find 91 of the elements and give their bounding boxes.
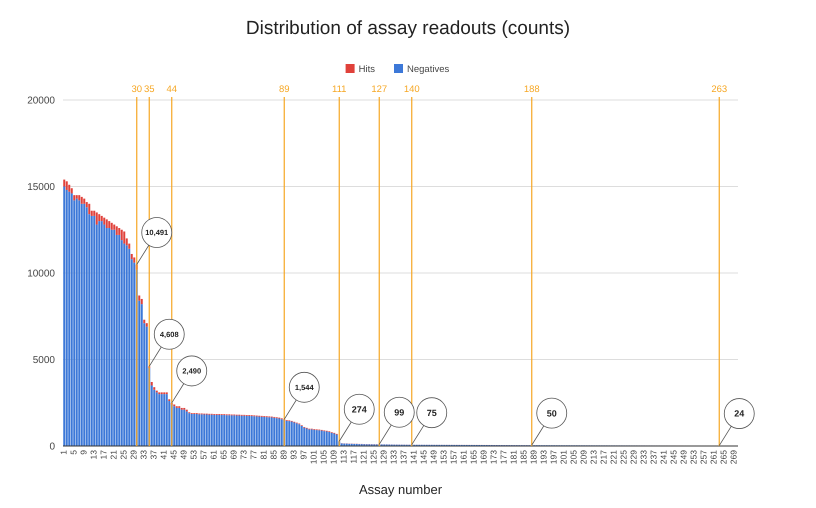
ref-line-label: 89	[278, 84, 290, 95]
legend-label: Negatives	[407, 64, 450, 75]
x-tick-label: 269	[728, 450, 738, 464]
y-tick-label: 10000	[27, 268, 56, 280]
x-axis-title: Assay number	[358, 482, 443, 497]
x-tick-label: 33	[138, 450, 148, 460]
x-tick-label: 97	[298, 450, 308, 460]
x-tick-label: 169	[478, 450, 488, 464]
y-tick-label: 15000	[27, 182, 56, 193]
x-tick-label: 81	[258, 450, 268, 460]
x-tick-label: 5	[68, 450, 78, 455]
x-tick-label: 57	[198, 450, 208, 460]
x-tick-label: 109	[328, 450, 338, 464]
x-tick-label: 245	[668, 450, 678, 464]
x-tick-label: 249	[678, 450, 688, 464]
x-tick-label: 29	[128, 450, 138, 460]
x-tick-label: 149	[428, 450, 438, 464]
x-tick-label: 21	[108, 450, 118, 460]
chart-title: Distribution of assay readouts (counts)	[246, 18, 570, 39]
ref-line-label: 111	[332, 84, 346, 95]
x-tick-label: 85	[268, 450, 278, 460]
x-tick-label: 73	[238, 450, 248, 460]
x-tick-label: 25	[118, 450, 128, 460]
x-tick-label: 181	[508, 450, 518, 464]
x-tick-label: 93	[288, 450, 298, 460]
x-tick-label: 253	[688, 450, 698, 464]
x-tick-label: 9	[78, 450, 88, 455]
x-tick-label: 153	[438, 450, 448, 464]
x-tick-label: 233	[638, 450, 648, 464]
x-tick-label: 213	[588, 450, 598, 464]
annotation: 50	[546, 408, 557, 418]
x-tick-label: 201	[558, 450, 568, 464]
ref-line-label: 127	[371, 84, 388, 95]
ref-line-label: 188	[524, 84, 540, 95]
x-tick-label: 69	[228, 450, 238, 460]
x-tick-label: 61	[208, 450, 218, 460]
x-tick-label: 257	[698, 450, 708, 464]
x-tick-label: 121	[358, 450, 368, 464]
x-tick-label: 217	[598, 450, 608, 464]
x-tick-label: 89	[278, 450, 288, 460]
ref-line-label: 263	[711, 84, 728, 95]
ref-line-label: 35	[144, 84, 155, 95]
x-tick-label: 117	[348, 450, 358, 464]
ref-line-label: 140	[404, 84, 420, 95]
x-tick-label: 237	[648, 450, 658, 464]
x-tick-label: 13	[88, 450, 98, 460]
x-tick-label: 177	[498, 450, 508, 464]
x-tick-label: 49	[178, 450, 188, 460]
x-tick-label: 65	[218, 450, 228, 460]
x-tick-label: 197	[548, 450, 558, 464]
x-tick-label: 17	[98, 450, 108, 460]
x-tick-label: 229	[628, 450, 638, 464]
x-tick-label: 157	[448, 450, 458, 464]
ref-line-label: 30	[131, 84, 142, 95]
x-tick-label: 133	[388, 450, 398, 464]
ref-line-label: 44	[166, 84, 178, 95]
annotation: 24	[734, 408, 744, 419]
x-tick-label: 185	[518, 450, 528, 464]
x-tick-label: 101	[308, 450, 318, 464]
x-tick-label: 137	[398, 450, 408, 464]
x-tick-label: 161	[458, 450, 468, 464]
annotation: 274	[352, 404, 367, 414]
x-tick-label: 105	[318, 450, 328, 464]
annotation: 99	[394, 407, 404, 418]
x-tick-label: 77	[248, 450, 258, 460]
x-tick-label: 113	[338, 450, 348, 464]
x-tick-label: 125	[368, 450, 378, 464]
x-tick-label: 1	[58, 450, 68, 455]
x-tick-label: 261	[708, 450, 718, 464]
x-tick-label: 209	[578, 450, 588, 464]
x-tick-label: 193	[538, 450, 548, 464]
y-tick-label: 0	[49, 442, 56, 452]
x-tick-label: 205	[568, 450, 578, 464]
x-tick-label: 37	[148, 450, 158, 460]
x-tick-label: 241	[658, 450, 668, 464]
x-tick-label: 225	[618, 450, 628, 464]
x-tick-label: 221	[608, 450, 618, 464]
x-tick-label: 165	[468, 450, 478, 464]
x-tick-label: 141	[408, 450, 418, 464]
legend-label: Hits	[358, 64, 376, 75]
x-tick-label: 129	[378, 450, 388, 464]
x-tick-label: 145	[418, 450, 428, 464]
x-tick-label: 173	[488, 450, 498, 464]
x-tick-label: 53	[188, 450, 198, 460]
x-tick-label: 265	[718, 450, 728, 464]
x-tick-label: 189	[528, 450, 538, 464]
x-tick-label: 45	[168, 450, 178, 460]
x-tick-label: 41	[158, 450, 168, 460]
y-tick-label: 5000	[32, 355, 56, 366]
y-tick-label: 20000	[27, 96, 56, 106]
annotation: 75	[426, 408, 437, 418]
